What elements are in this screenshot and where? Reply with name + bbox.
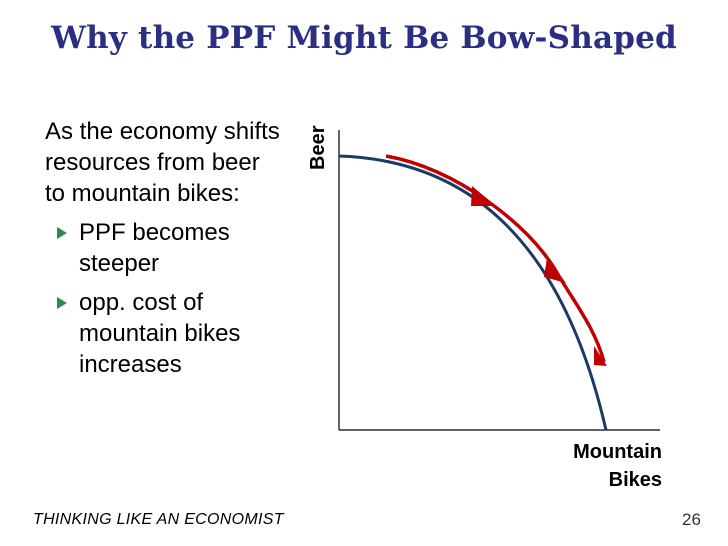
intro-text: As the economy shifts resources from bee… [45,118,280,207]
arrowhead-2 [544,258,566,283]
x-axis-label-line1: Mountain [573,441,662,463]
bullet-marker-icon [57,297,67,309]
shift-arrow-3 [558,277,606,363]
bullet-text-1: PPF becomes steeper [79,219,230,277]
page-number: 26 [682,510,701,529]
arrowhead-1 [471,186,496,206]
slide-title: Why the PPF Might Be Bow-Shaped [51,20,677,56]
y-axis-label: Beer [307,125,329,170]
x-axis-label-line2: Bikes [609,469,662,491]
bullet-text: As the economy shifts resources from bee… [45,116,285,380]
footer-course-title: THINKING LIKE AN ECONOMIST [33,511,284,528]
bullet-item-1: PPF becomes steeper [45,217,285,279]
ppf-curve [338,154,608,431]
bullet-item-2: opp. cost of mountain bikes increases [45,287,285,380]
bullet-text-2: opp. cost of mountain bikes increases [79,289,241,378]
bullet-marker-icon [57,227,67,239]
arrowhead-3 [594,346,607,366]
